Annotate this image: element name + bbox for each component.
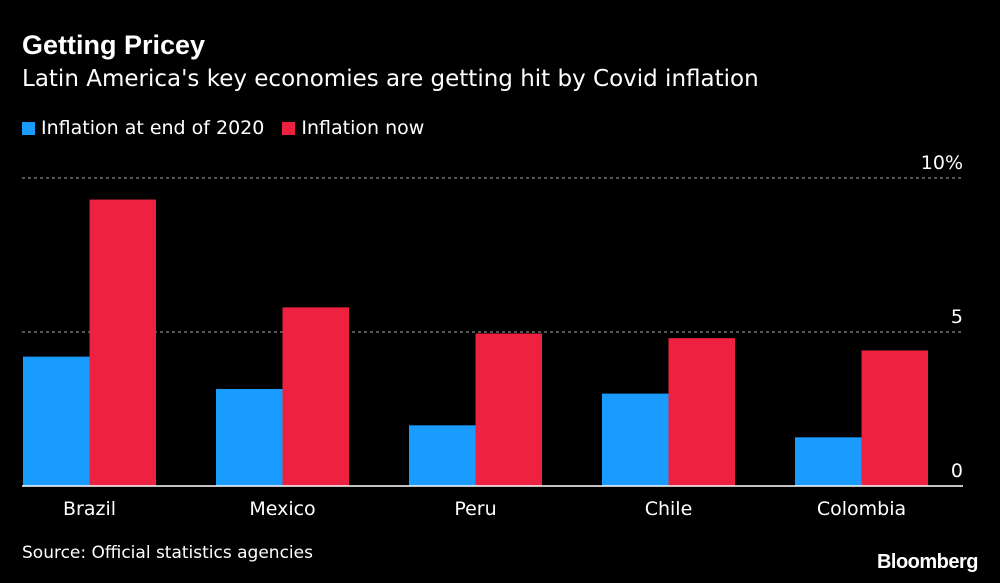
bar-peru-now [475,333,542,486]
legend: Inflation at end of 2020 Inflation now [22,117,424,139]
source-note: Source: Official statistics agencies [22,543,313,563]
legend-label: Inflation now [301,117,425,139]
legend-label: Inflation at end of 2020 [41,117,265,139]
bar-peru-end-2020 [409,425,476,486]
bar-chile-end-2020 [602,393,669,486]
chart-title: Getting Pricey [22,30,206,60]
x-tick-label: Chile [645,498,693,520]
y-tick-label: 5 [951,306,963,328]
legend-swatch [282,121,296,135]
bar-mexico-end-2020 [216,388,283,486]
y-tick-label: 10% [921,152,963,174]
legend-item-end-2020: Inflation at end of 2020 [22,117,264,139]
chart-subtitle: Latin America's key economies are gettin… [22,66,759,92]
bar-brazil-now [89,199,156,486]
legend-item-now: Inflation now [282,117,424,139]
x-tick-label: Colombia [817,498,906,520]
bar-mexico-now [282,307,349,486]
x-tick-label: Peru [454,498,496,520]
bar-colombia-end-2020 [795,437,862,486]
bloomberg-logo: Bloomberg [876,551,979,573]
bar-chile-now [668,338,735,486]
x-tick-label: Mexico [249,498,315,520]
y-tick-label: 0 [951,460,963,482]
x-tick-label: Brazil [63,498,116,520]
bar-colombia-now [861,350,928,486]
bar-brazil-end-2020 [23,356,90,486]
legend-swatch [22,121,35,135]
